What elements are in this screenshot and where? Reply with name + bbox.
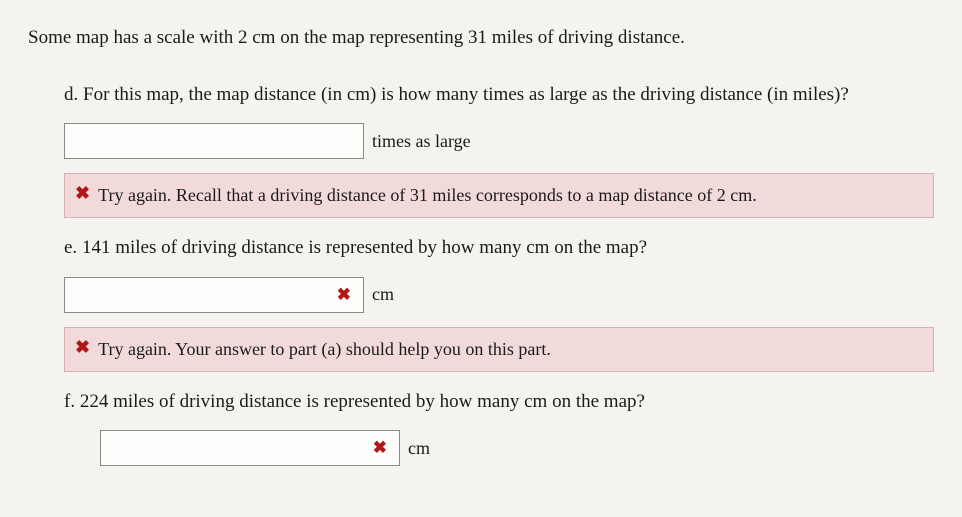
part-d-feedback: ✖ Try again. Recall that a driving dista… <box>64 173 934 218</box>
part-d-answer-input[interactable] <box>64 123 364 159</box>
part-f-unit: cm <box>408 435 430 462</box>
part-e-prompt: 141 miles of driving distance is represe… <box>82 237 647 258</box>
part-e-answer-input[interactable]: ✖ <box>64 277 364 313</box>
part-f-prompt: 224 miles of driving distance is represe… <box>80 391 645 412</box>
part-f-answer-row: ✖ cm <box>64 430 934 466</box>
part-e: e. 141 miles of driving distance is repr… <box>28 234 934 372</box>
part-d-feedback-text: Try again. Recall that a driving distanc… <box>98 182 757 209</box>
wrong-icon: ✖ <box>373 435 387 461</box>
wrong-icon: ✖ <box>75 336 90 359</box>
part-d-label: d. <box>64 84 78 105</box>
part-f-answer-input[interactable]: ✖ <box>100 430 400 466</box>
part-e-feedback-text: Try again. Your answer to part (a) shoul… <box>98 336 551 363</box>
wrong-icon: ✖ <box>75 182 90 205</box>
part-e-feedback: ✖ Try again. Your answer to part (a) sho… <box>64 327 934 372</box>
problem-intro: Some map has a scale with 2 cm on the ma… <box>28 24 934 53</box>
part-e-unit: cm <box>372 281 394 308</box>
wrong-icon: ✖ <box>337 282 351 308</box>
part-d-unit: times as large <box>372 128 471 155</box>
part-d-prompt: For this map, the map distance (in cm) i… <box>83 84 849 105</box>
part-e-answer-row: ✖ cm <box>64 277 934 313</box>
part-d-answer-row: times as large <box>64 123 934 159</box>
part-f: f. 224 miles of driving distance is repr… <box>28 388 934 467</box>
part-d: d. For this map, the map distance (in cm… <box>28 81 934 219</box>
part-e-label: e. <box>64 237 77 258</box>
part-f-label: f. <box>64 391 75 412</box>
